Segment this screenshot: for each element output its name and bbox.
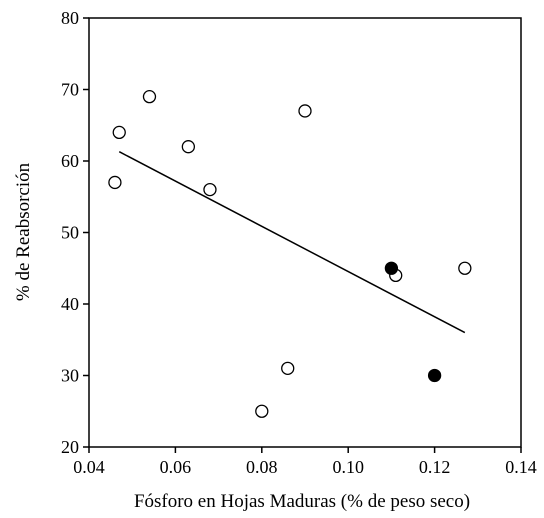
y-tick-label: 60	[61, 151, 79, 171]
filled-data-point	[427, 368, 442, 383]
open-data-point	[112, 125, 126, 140]
y-axis-title: % de Reabsorción	[13, 162, 34, 301]
x-tick-label: 0.04	[73, 457, 105, 477]
y-tick-label: 40	[61, 294, 79, 314]
open-data-point	[458, 261, 472, 275]
x-tick-label: 0.06	[160, 457, 192, 477]
open-data-point	[203, 182, 217, 197]
open-data-point	[108, 175, 122, 190]
open-data-point	[281, 361, 295, 376]
x-tick-label: 0.08	[246, 457, 278, 477]
open-data-point	[298, 104, 312, 118]
y-tick-label: 30	[61, 366, 79, 386]
x-tick-label: 0.14	[505, 457, 537, 477]
y-tick-label: 70	[61, 80, 79, 100]
y-tick-label: 20	[61, 437, 79, 457]
open-data-point	[142, 90, 157, 104]
x-tick-label: 0.10	[332, 457, 364, 477]
x-tick-label: 0.12	[419, 457, 451, 477]
y-tick-label: 50	[61, 223, 79, 243]
y-tick-label: 80	[61, 8, 79, 28]
plot-frame	[88, 17, 522, 448]
open-data-point	[181, 140, 196, 154]
x-axis-title: Fósforo en Hojas Maduras (% de peso seco…	[134, 491, 470, 512]
filled-data-point	[384, 261, 399, 275]
open-data-point	[255, 404, 269, 418]
trend-line	[118, 151, 466, 334]
